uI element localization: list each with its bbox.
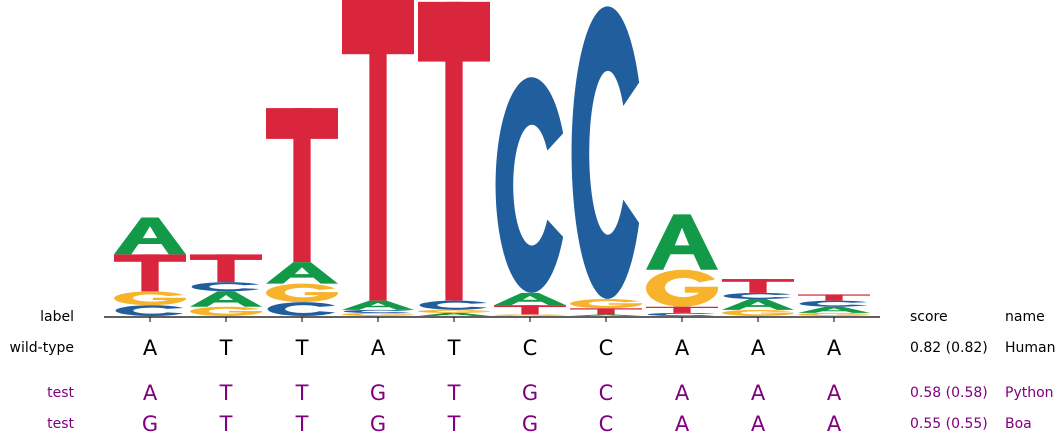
logo-glyph-G: [342, 312, 414, 316]
logo-glyph-G: [570, 299, 642, 309]
sequence-base: A: [142, 381, 158, 405]
logo-glyph-T: [570, 308, 642, 315]
logo-glyph-A: [570, 314, 642, 316]
sequence-base: A: [750, 336, 766, 360]
sequence-base: A: [826, 412, 842, 436]
logo-glyph-T: [722, 279, 794, 293]
logo-glyph-A: [114, 217, 186, 255]
sequence-base: A: [674, 381, 690, 405]
logo-glyphs: [114, 0, 870, 316]
sequence-base: A: [826, 336, 842, 360]
sequence-base: G: [141, 412, 159, 436]
position-ticks: [149, 317, 835, 322]
row-name: Boa: [1005, 416, 1032, 432]
logo-glyph-T: [494, 305, 566, 315]
logo-glyph-A: [418, 312, 490, 316]
logo-glyph-C: [267, 302, 336, 316]
logo-glyph-C: [571, 6, 640, 299]
logo-glyph-A: [798, 306, 870, 313]
sequence-base: T: [447, 336, 461, 360]
sequence-base: T: [219, 412, 233, 436]
sequence-base: T: [295, 412, 309, 436]
logo-glyph-G: [494, 314, 566, 316]
logo-glyph-A: [342, 300, 414, 310]
sequence-base: G: [369, 381, 387, 405]
logo-glyph-A: [722, 299, 794, 310]
sequence-base: C: [522, 336, 538, 360]
header-name: name: [1005, 309, 1045, 325]
header-label: label: [40, 309, 74, 325]
logo-glyph-C: [799, 300, 868, 307]
sequence-base: C: [598, 381, 614, 405]
logo-glyph-T: [646, 306, 718, 313]
logo-glyph-T: [798, 294, 870, 301]
sequence-base: T: [295, 381, 309, 405]
sequence-base: G: [369, 412, 387, 436]
logo-glyph-G: [114, 291, 186, 306]
logo-glyph-C: [115, 305, 184, 316]
logo-glyph-C: [647, 312, 716, 316]
sequence-base: T: [295, 336, 309, 360]
sequence-base: T: [447, 412, 461, 436]
logo-glyph-A: [190, 291, 262, 307]
sequence-base: T: [219, 336, 233, 360]
logo-glyph-C: [495, 77, 564, 293]
logo-glyph-A: [646, 214, 718, 270]
logo-glyph-T: [418, 1, 490, 301]
logo-glyph-A: [494, 292, 566, 306]
sequence-base: C: [598, 336, 614, 360]
row-name: Human: [1005, 340, 1056, 356]
logo-glyph-G: [266, 283, 338, 303]
row-score: 0.58 (0.58): [910, 385, 988, 401]
row-score: 0.82 (0.82): [910, 340, 988, 356]
logo-glyph-T: [342, 0, 414, 301]
logo-glyph-T: [190, 254, 262, 283]
sequence-base: A: [750, 381, 766, 405]
row-label: test: [47, 416, 74, 432]
row-label: wild-type: [9, 340, 74, 356]
logo-glyph-C: [419, 300, 488, 310]
logo-glyph-C: [191, 282, 260, 292]
logo-glyph-G: [418, 309, 490, 313]
sequence-base: A: [370, 336, 386, 360]
sequence-base: A: [750, 412, 766, 436]
sequence-base: G: [521, 381, 539, 405]
sequence-base: A: [674, 412, 690, 436]
logo-glyph-G: [798, 312, 870, 316]
logo-glyph-G: [190, 306, 262, 316]
logo-glyph-G: [722, 309, 794, 316]
sequence-base: A: [826, 381, 842, 405]
sequence-base: C: [598, 412, 614, 436]
sequence-base: T: [447, 381, 461, 405]
row-label: test: [47, 385, 74, 401]
logo-glyph-C: [723, 292, 792, 300]
logo-glyph-A: [266, 262, 338, 284]
row-name: Python: [1005, 385, 1054, 401]
logo-glyph-T: [114, 254, 186, 292]
logo-glyph-C: [343, 309, 412, 313]
sequence-base: A: [674, 336, 690, 360]
row-score: 0.55 (0.55): [910, 416, 988, 432]
sequence-base: A: [142, 336, 158, 360]
sequence-base: G: [521, 412, 539, 436]
logo-glyph-T: [266, 108, 338, 263]
header-score: score: [910, 309, 948, 325]
sequence-base: T: [219, 381, 233, 405]
logo-glyph-G: [646, 269, 718, 307]
